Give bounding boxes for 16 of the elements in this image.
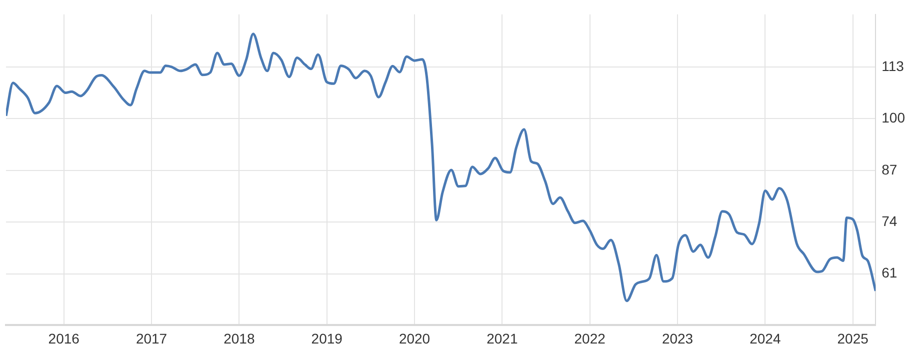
x-tick-label: 2017 xyxy=(136,330,168,346)
x-tick-label: 2024 xyxy=(750,330,781,346)
y-tick-label: 74 xyxy=(882,212,898,229)
x-tick-label: 2016 xyxy=(48,330,80,346)
x-tick-label: 2023 xyxy=(662,330,694,346)
x-tick-label: 2019 xyxy=(311,330,343,346)
x-tick-label: 2020 xyxy=(398,330,430,346)
y-tick-label: 61 xyxy=(882,264,898,281)
x-tick-label: 2021 xyxy=(486,330,518,346)
x-tick-label: 2018 xyxy=(224,330,255,346)
line-series xyxy=(6,32,876,302)
y-tick-label: 100 xyxy=(882,110,906,126)
y-tick-label: 87 xyxy=(882,161,898,178)
x-tick-label: 2022 xyxy=(574,330,606,346)
x-tick-label: 2025 xyxy=(837,330,869,346)
y-tick-label: 113 xyxy=(882,58,904,74)
